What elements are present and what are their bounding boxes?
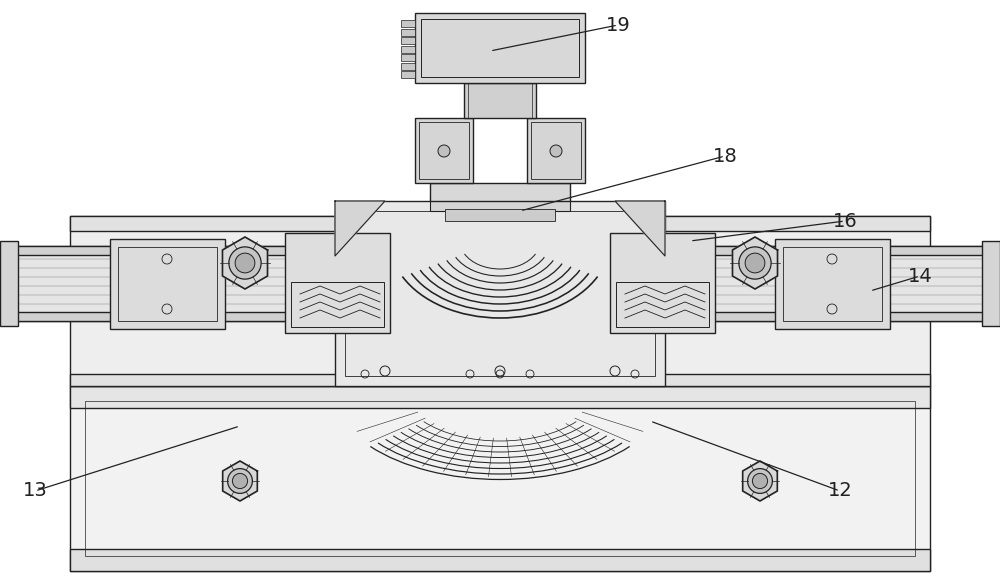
Bar <box>464 83 536 118</box>
Bar <box>0 246 290 321</box>
Text: 12: 12 <box>828 482 852 500</box>
Bar <box>70 374 930 386</box>
Text: 14: 14 <box>908 267 932 285</box>
Bar <box>110 239 225 329</box>
Bar <box>401 63 415 70</box>
Bar <box>527 118 585 183</box>
Circle shape <box>748 469 772 493</box>
Circle shape <box>752 474 768 489</box>
Bar <box>468 83 532 118</box>
Text: 16: 16 <box>833 211 857 231</box>
Bar <box>285 233 390 333</box>
Bar <box>70 216 930 386</box>
Circle shape <box>550 145 562 157</box>
Bar <box>0 246 290 255</box>
Bar <box>531 122 581 179</box>
Bar <box>345 211 655 376</box>
Bar <box>430 183 570 201</box>
Polygon shape <box>223 461 257 501</box>
Bar <box>0 241 18 326</box>
Bar <box>401 45 415 52</box>
Polygon shape <box>335 201 385 256</box>
Bar <box>335 201 665 386</box>
Circle shape <box>229 247 261 279</box>
Bar <box>710 312 1000 321</box>
Bar <box>401 20 415 27</box>
Bar <box>85 401 915 556</box>
Text: 18: 18 <box>713 146 737 166</box>
Polygon shape <box>732 237 778 289</box>
Polygon shape <box>743 461 777 501</box>
Circle shape <box>745 253 765 273</box>
Bar <box>421 19 579 77</box>
Bar <box>982 241 1000 326</box>
Circle shape <box>235 253 255 273</box>
Circle shape <box>232 474 248 489</box>
Bar <box>415 13 585 83</box>
Bar <box>775 239 890 329</box>
Circle shape <box>228 469 252 493</box>
Bar <box>445 209 555 221</box>
Bar <box>419 122 469 179</box>
Bar <box>70 386 930 408</box>
Bar <box>0 312 290 321</box>
Bar <box>616 282 709 327</box>
Bar <box>710 246 1000 321</box>
Circle shape <box>438 145 450 157</box>
Polygon shape <box>222 237 268 289</box>
Bar <box>70 549 930 571</box>
Bar <box>70 216 930 231</box>
Bar <box>415 118 473 183</box>
Bar <box>70 386 930 571</box>
Bar <box>783 247 882 321</box>
Bar <box>118 247 217 321</box>
Bar <box>401 28 415 35</box>
Text: 13: 13 <box>23 482 47 500</box>
Text: 19: 19 <box>606 16 630 34</box>
Bar <box>401 37 415 44</box>
Bar <box>430 196 570 211</box>
Bar <box>401 54 415 61</box>
Bar <box>291 282 384 327</box>
Bar <box>401 71 415 78</box>
Circle shape <box>739 247 771 279</box>
Bar <box>610 233 715 333</box>
Bar <box>710 246 1000 255</box>
Polygon shape <box>615 201 665 256</box>
